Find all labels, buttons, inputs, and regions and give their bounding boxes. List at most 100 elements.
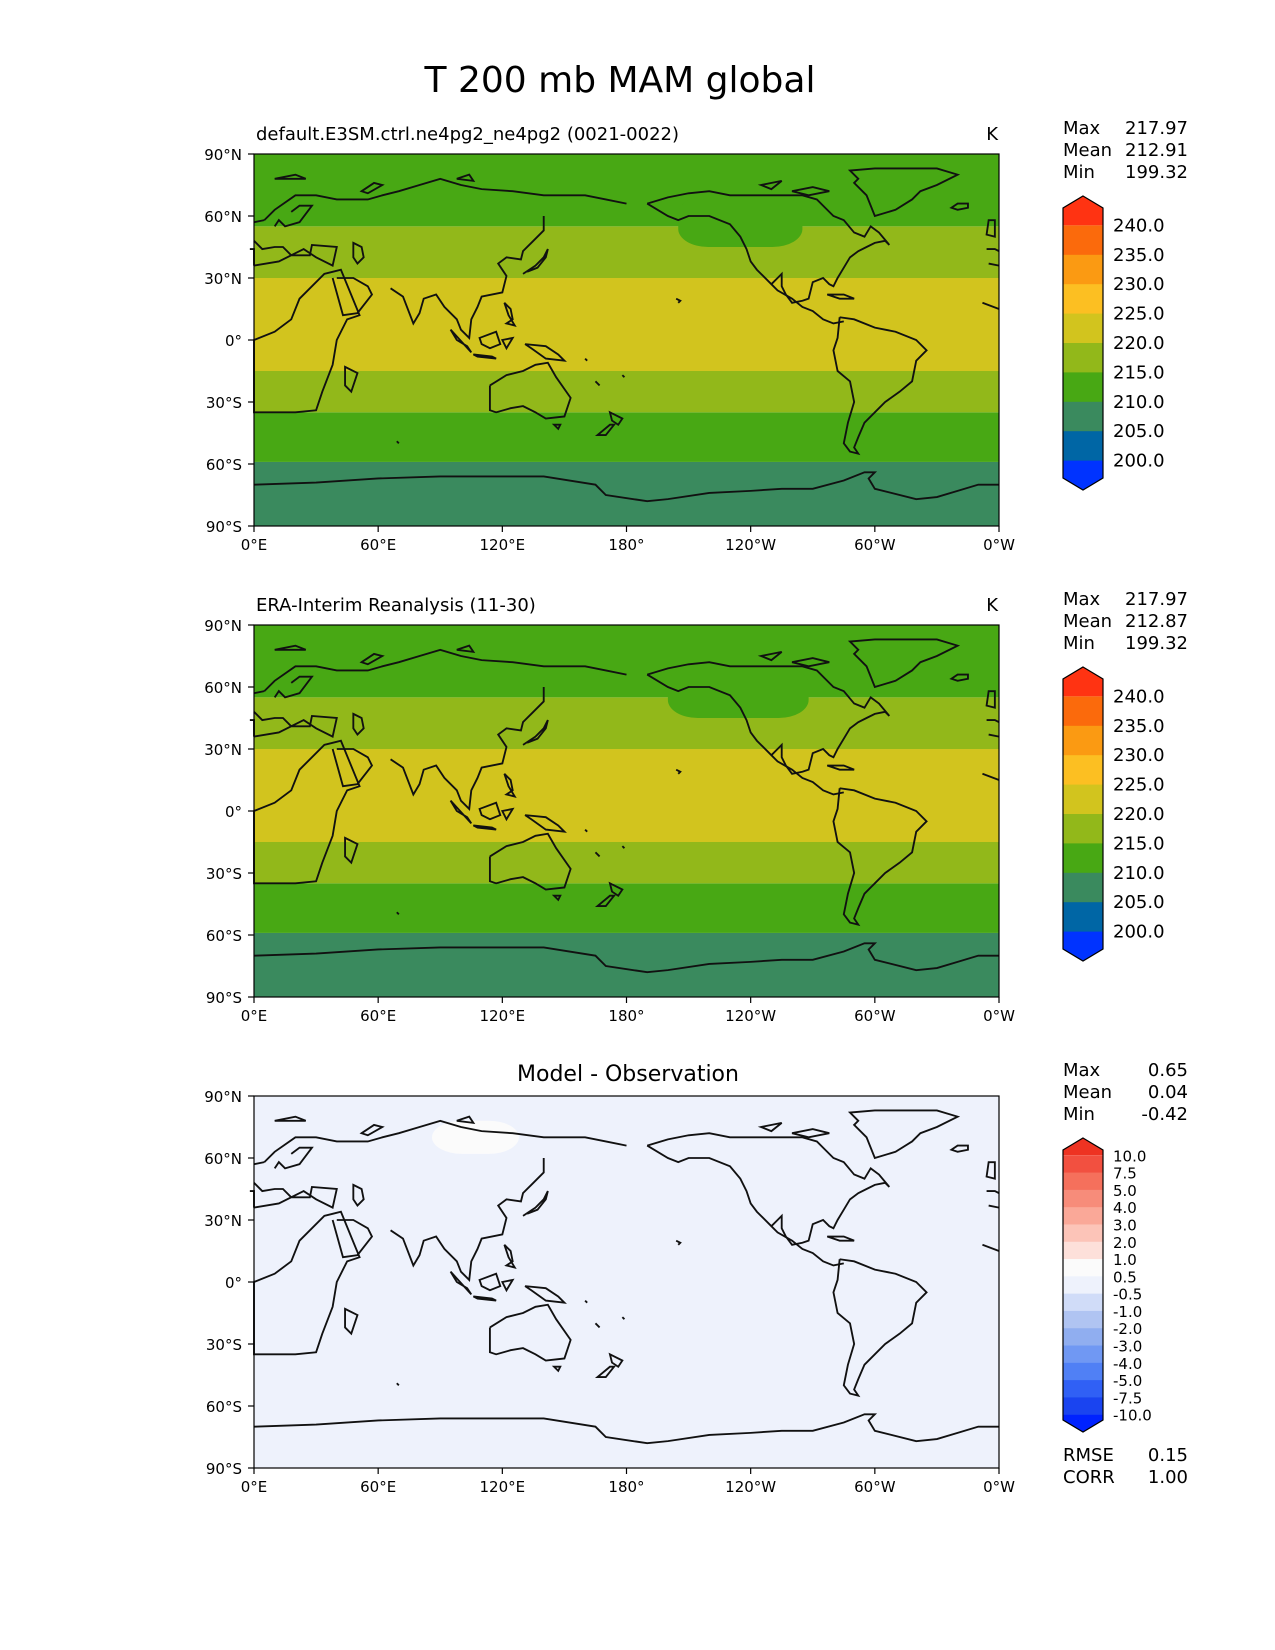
- colorbar-tick-label: 235.0: [1113, 245, 1165, 266]
- figure-title: T 200 mb MAM global: [424, 60, 816, 101]
- colorbar-swatch: [1063, 902, 1103, 933]
- panel-model: default.E3SM.ctrl.ne4pg2_ne4pg2 (0021-00…: [204, 118, 1188, 554]
- colorbar: -10.0-7.5-5.0-4.0-3.0-2.0-1.0-0.50.51.02…: [1062, 1137, 1152, 1433]
- x-tick-label: 120°E: [480, 1478, 526, 1496]
- colorbar-swatch: [1063, 196, 1103, 226]
- colorbar: 200.0 205.0 210.0 215.0 220.0 225.0 230.0 235.0…: [1062, 666, 1165, 962]
- panel-title: ERA-Interim Reanalysis (11-30): [256, 595, 536, 616]
- rmse-label: RMSE: [1063, 1445, 1114, 1466]
- x-tick-label: 120°W: [725, 536, 776, 554]
- colorbar-swatch: [1063, 725, 1103, 756]
- colorbar-swatch: [1063, 1276, 1103, 1295]
- colorbar-tick-label: 230.0: [1113, 274, 1165, 295]
- colorbar-swatch: [1063, 1259, 1103, 1277]
- x-tick-label: 60°E: [360, 536, 396, 554]
- colorbar-tick-label: 0.5: [1113, 1268, 1137, 1286]
- colorbar-tick-label: 7.5: [1113, 1165, 1137, 1183]
- x-tick-label: 60°W: [854, 1478, 896, 1496]
- colorbar-swatch: [1063, 784, 1103, 815]
- contour-fill: [254, 226, 999, 278]
- max-label: Max: [1063, 589, 1101, 610]
- colorbar-tick-label: -5.0: [1113, 1372, 1142, 1390]
- y-tick-label: 60°N: [204, 208, 242, 226]
- colorbar-swatch: [1063, 814, 1103, 844]
- contour-fill: [254, 883, 999, 933]
- colorbar-swatch: [1063, 1310, 1103, 1329]
- colorbar-swatch: [1063, 1293, 1103, 1312]
- x-axis: 0°E 60°E 120°E 180° 120°W 60°W 0°W: [241, 526, 1015, 554]
- contour-fill: [254, 461, 999, 526]
- colorbar-swatch: [1063, 1155, 1103, 1174]
- colorbar-swatch: [1063, 343, 1103, 373]
- y-tick-label: 60°N: [204, 679, 242, 697]
- x-tick-label: 60°W: [854, 536, 896, 554]
- stats-block: Max 217.97 Mean 212.91 Min 199.32: [1063, 118, 1188, 183]
- colorbar-swatch: [1063, 431, 1103, 462]
- max-label: Max: [1063, 1060, 1101, 1081]
- mean-label: Mean: [1063, 1082, 1112, 1103]
- colorbar-swatch: [1063, 872, 1103, 903]
- y-tick-label: 30°N: [204, 270, 242, 288]
- units-label: K: [986, 595, 999, 616]
- max-value: 217.97: [1125, 118, 1188, 139]
- colorbar-tick-label: -2.0: [1113, 1320, 1142, 1338]
- y-tick-label: 90°N: [204, 146, 242, 164]
- x-tick-label: 120°E: [480, 1007, 526, 1025]
- stats-block: Max 217.97 Mean 212.87 Min 199.32: [1063, 589, 1188, 654]
- colorbar-tick-label: 225.0: [1113, 775, 1165, 796]
- y-axis: 90°N 60°N 30°N 0° 30°S 60°S 90°S: [204, 617, 254, 1007]
- colorbar-tick-label: 4.0: [1113, 1199, 1137, 1217]
- contour-fill: [254, 697, 999, 749]
- colorbar-tick-label: 230.0: [1113, 745, 1165, 766]
- y-tick-label: 0°: [225, 803, 242, 821]
- colorbar-tick-label: 240.0: [1113, 215, 1165, 236]
- colorbar-swatch: [1063, 1172, 1103, 1191]
- colorbar-swatch: [1063, 460, 1103, 490]
- colorbar-swatch: [1063, 372, 1103, 403]
- y-tick-label: 30°S: [206, 865, 242, 883]
- mean-value: 212.87: [1125, 611, 1188, 632]
- colorbar-swatch: [1063, 225, 1103, 256]
- colorbar-swatch: [1063, 667, 1103, 697]
- y-tick-label: 30°N: [204, 741, 242, 759]
- x-tick-label: 0°E: [241, 1478, 268, 1496]
- x-tick-label: 0°W: [983, 1007, 1015, 1025]
- max-label: Max: [1063, 118, 1101, 139]
- x-axis: 0°E 60°E 120°E 180° 120°W 60°W 0°W: [241, 997, 1015, 1025]
- colorbar-tick-label: 210.0: [1113, 863, 1165, 884]
- colorbar-swatch: [1063, 1207, 1103, 1225]
- colorbar-swatch: [1063, 1345, 1103, 1364]
- colorbar-outline: [1062, 1137, 1104, 1433]
- x-tick-label: 60°E: [360, 1007, 396, 1025]
- contour-fill: [678, 195, 803, 247]
- x-tick-label: 60°W: [854, 1007, 896, 1025]
- y-tick-label: 90°N: [204, 1088, 242, 1106]
- panel-difference: Model - Observation 90°N 60°N 30°N 0° 30°S 60…: [204, 1060, 1188, 1496]
- mean-value: 212.91: [1125, 140, 1188, 161]
- colorbar-tick-label: -0.5: [1113, 1286, 1142, 1304]
- colorbar-tick-label: 2.0: [1113, 1234, 1137, 1252]
- y-tick-label: 90°S: [206, 989, 242, 1007]
- colorbar-tick-label: -1.0: [1113, 1303, 1142, 1321]
- corr-value: 1.00: [1148, 1467, 1188, 1488]
- y-tick-label: 0°: [225, 1274, 242, 1292]
- colorbar-swatch: [1063, 284, 1103, 315]
- x-tick-label: 120°W: [725, 1007, 776, 1025]
- colorbar-swatch: [1063, 313, 1103, 344]
- colorbar-swatch: [1063, 401, 1103, 432]
- contour-fill: [667, 666, 809, 718]
- y-tick-label: 30°S: [206, 1336, 242, 1354]
- colorbar-tick-label: 3.0: [1113, 1216, 1137, 1234]
- contour-fill: [254, 1096, 999, 1468]
- y-tick-label: 60°S: [206, 1398, 242, 1416]
- min-value: -0.42: [1141, 1104, 1188, 1125]
- colorbar-tick-label: -3.0: [1113, 1338, 1142, 1356]
- colorbar-tick-label: 1.0: [1113, 1251, 1137, 1269]
- max-value: 0.65: [1148, 1060, 1188, 1081]
- colorbar-swatch: [1063, 1241, 1103, 1260]
- colorbar-swatch: [1063, 1138, 1103, 1156]
- colorbar-tick-label: -4.0: [1113, 1355, 1142, 1373]
- y-tick-label: 30°S: [206, 394, 242, 412]
- colorbar-swatch: [1063, 1362, 1103, 1381]
